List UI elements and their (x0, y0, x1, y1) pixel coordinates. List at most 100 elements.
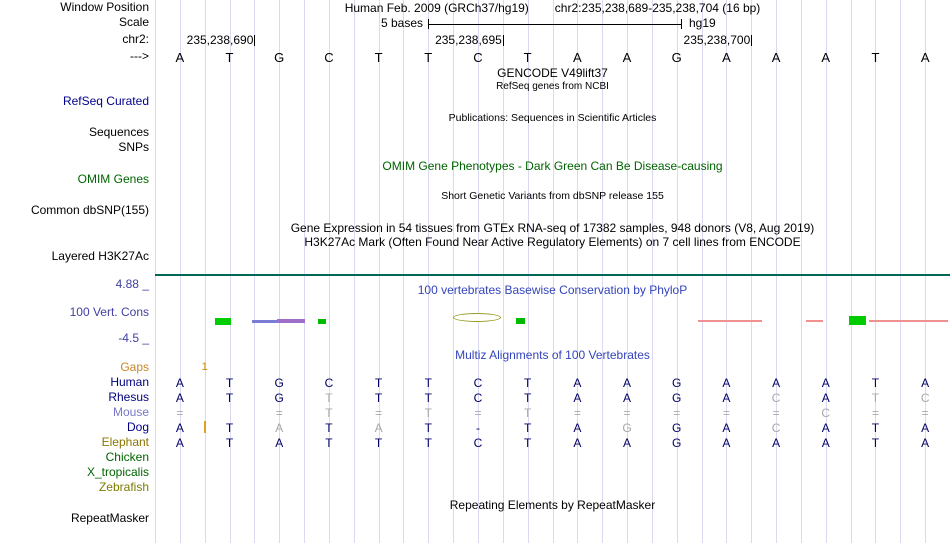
alignment-base: T (424, 376, 432, 390)
track-title-gencode[interactable]: GENCODE V49lift37 (497, 66, 608, 80)
base-guideline (676, 0, 678, 543)
alignment-base: A (772, 376, 781, 390)
reference-base: T (523, 50, 532, 65)
alignment-base: A (175, 376, 184, 390)
base-guideline (403, 0, 405, 543)
track-label-common-dbsnp[interactable]: Common dbSNP(155) (30, 203, 149, 217)
track-title-dbsnp[interactable]: Short Genetic Variants from dbSNP releas… (441, 190, 664, 202)
alignment-base: G (622, 421, 632, 435)
track-label-snps[interactable]: SNPs (118, 140, 149, 154)
base-guideline (900, 0, 902, 543)
track-title-gtex[interactable]: Gene Expression in 54 tissues from GTEx … (290, 221, 815, 235)
track-title-omim[interactable]: OMIM Gene Phenotypes - Dark Green Can Be… (382, 159, 723, 173)
track-title-refseq-sub[interactable]: RefSeq genes from NCBI (496, 81, 609, 92)
alignment-base: T (871, 391, 880, 405)
species-label-rhesus[interactable]: Rhesus (108, 390, 149, 404)
assembly-short-label: hg19 (689, 16, 716, 30)
track-label-repeatmasker[interactable]: RepeatMasker (70, 511, 149, 525)
base-guideline (552, 0, 554, 543)
coordinate-tick-mark (751, 35, 753, 46)
alignment-base: C (324, 376, 334, 390)
alignment-base: A (821, 436, 830, 450)
alignment-base: C (473, 376, 483, 390)
species-label-mouse[interactable]: Mouse (112, 405, 149, 419)
species-label-zebrafish[interactable]: Zebrafish (98, 480, 149, 494)
base-guideline (378, 0, 380, 543)
alignment-row-mouse: = = T = T = T = = = = = C = = (155, 406, 950, 420)
alignment-base: T (871, 436, 880, 450)
insertion-tick (203, 421, 206, 433)
alignment-base: C (821, 406, 831, 420)
track-label-refseq-curated[interactable]: RefSeq Curated (62, 94, 149, 108)
track-label-sequences[interactable]: Sequences (88, 125, 149, 139)
alignment-base: T (374, 436, 383, 450)
alignment-base: T (325, 391, 333, 405)
conservation-mark (277, 319, 305, 323)
alignment-base: A (573, 421, 582, 435)
alignment-base: A (772, 436, 781, 450)
track-title-h3k27ac[interactable]: H3K27Ac Mark (Often Found Near Active Re… (304, 235, 801, 249)
alignment-base: = (722, 406, 730, 420)
base-guidelines (155, 0, 950, 543)
track-title-phylop[interactable]: 100 vertebrates Basewise Conservation by… (417, 283, 688, 297)
gap-count: 1 (201, 361, 208, 373)
conservation-mark (849, 316, 866, 325)
species-label-human[interactable]: Human (110, 375, 149, 389)
species-label-gaps[interactable]: Gaps (120, 360, 149, 374)
alignment-base: G (672, 391, 682, 405)
alignment-base: A (821, 421, 830, 435)
base-guideline (825, 0, 827, 543)
reference-base: A (622, 50, 632, 65)
alignment-base: A (722, 421, 731, 435)
reference-base: A (722, 50, 731, 65)
species-label-elephant[interactable]: Elephant (101, 435, 149, 449)
base-guideline (502, 0, 504, 543)
species-label-chicken[interactable]: Chicken (105, 450, 149, 464)
base-guideline (279, 0, 281, 543)
track-label-scale: Scale (118, 15, 149, 29)
alignment-base: A (722, 391, 731, 405)
track-title-multiz[interactable]: Multiz Alignments of 100 Vertebrates (455, 348, 650, 362)
alignment-base: A (921, 421, 930, 435)
track-label-omim-genes[interactable]: OMIM Genes (77, 172, 149, 186)
alignment-base: T (225, 376, 234, 390)
base-guideline (726, 0, 728, 543)
conservation-mark (869, 320, 948, 322)
reference-base: T (424, 50, 433, 65)
alignment-base: T (325, 421, 333, 435)
alignment-base: T (523, 406, 532, 420)
alignment-row-gaps: 1 (155, 361, 950, 375)
alignment-base: C (473, 391, 483, 405)
alignment-base: A (175, 436, 184, 450)
reference-base: A (771, 50, 781, 65)
coordinate-ruler: 235,238,690 235,238,695 235,238,700 (155, 33, 950, 47)
alignment-base: A (573, 376, 582, 390)
track-title-repeatmasker[interactable]: Repeating Elements by RepeatMasker (449, 498, 656, 512)
scale-bar-line (429, 24, 681, 25)
conservation-mark (252, 320, 278, 323)
conservation-mark (318, 319, 326, 324)
coordinate-tick-label: 235,238,690 (186, 33, 254, 47)
track-label-layered-h3k27ac[interactable]: Layered H3K27Ac (51, 249, 149, 263)
base-guideline (701, 0, 703, 543)
alignment-base: A (921, 376, 930, 390)
scale-bar (428, 19, 682, 29)
alignment-base: T (523, 421, 532, 435)
alignment-base: G (274, 391, 284, 405)
track-label-cons-track[interactable]: 100 Vert. Cons (69, 305, 149, 319)
alignment-base: A (374, 421, 383, 435)
alignment-base: T (424, 421, 432, 435)
species-label-x-tropicalis[interactable]: X_tropicalis (86, 465, 149, 479)
base-guideline (800, 0, 802, 543)
phylop-conservation-track[interactable] (155, 0, 950, 543)
conservation-mark (215, 318, 231, 325)
conservation-mark (698, 320, 762, 322)
track-label-window-position: Window Position (60, 0, 149, 14)
track-title-publications[interactable]: Publications: Sequences in Scientific Ar… (448, 112, 657, 124)
alignment-base: = (176, 406, 184, 420)
species-label-dog[interactable]: Dog (126, 420, 149, 434)
alignment-row-x-tropicalis (155, 466, 950, 480)
browser-track-area[interactable]: Human Feb. 2009 (GRCh37/hg19) chr2:235,23… (155, 0, 950, 543)
